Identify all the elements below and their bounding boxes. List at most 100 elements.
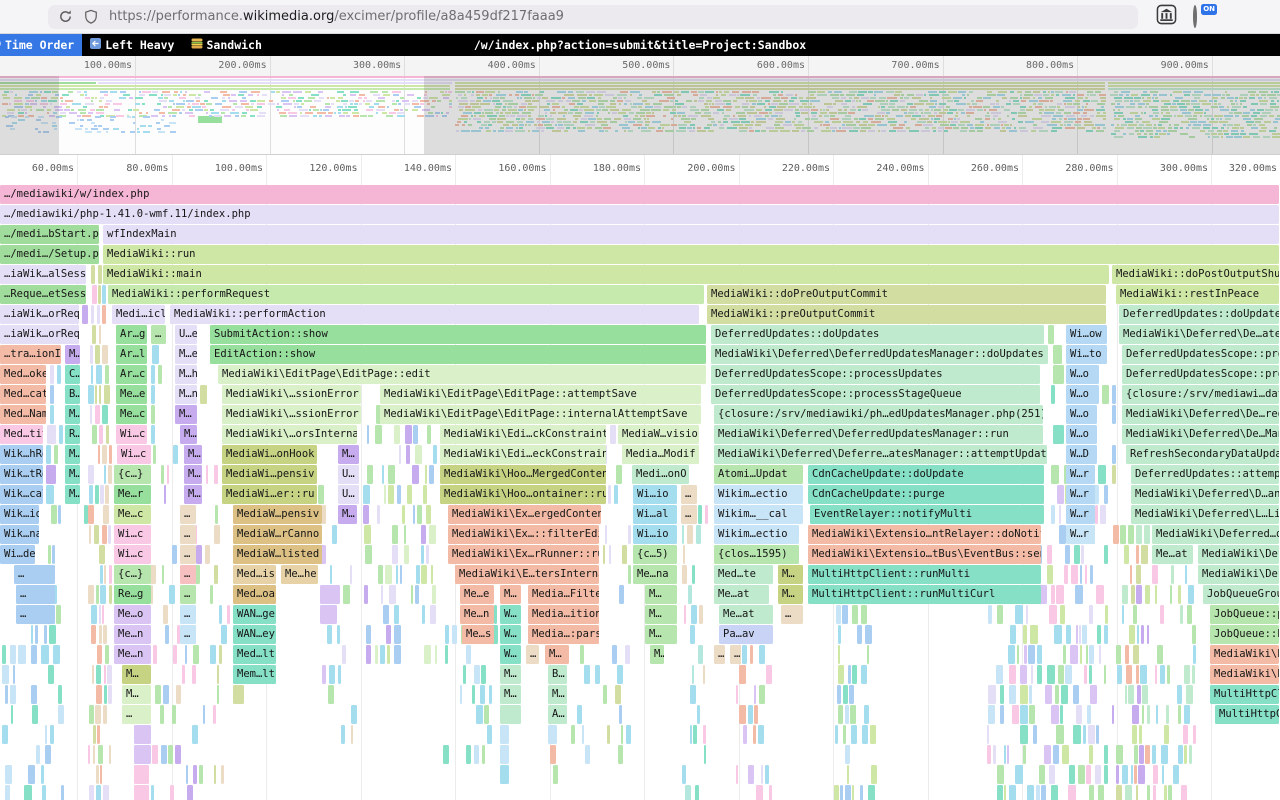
frame-block[interactable]: Med…is — [233, 565, 276, 584]
frame-block[interactable] — [1061, 685, 1068, 704]
frame-block[interactable] — [91, 305, 94, 324]
frame-block[interactable]: M… — [500, 685, 521, 704]
frame-block[interactable] — [1020, 725, 1028, 744]
frame-block[interactable] — [422, 605, 425, 624]
frame-block[interactable]: Med…Nam — [0, 405, 46, 424]
frame-block[interactable] — [1164, 785, 1167, 800]
frame-block[interactable] — [59, 425, 63, 444]
frame-block[interactable]: M… — [500, 585, 521, 604]
frame-block[interactable] — [1184, 705, 1190, 724]
frame-block[interactable]: MediaW…pensiv — [233, 505, 322, 524]
frame-block[interactable] — [1074, 545, 1080, 564]
frame-block[interactable] — [42, 785, 46, 800]
frame-block[interactable] — [1053, 425, 1064, 444]
frame-block[interactable] — [993, 745, 996, 764]
frame-block[interactable]: W…r — [1066, 465, 1095, 484]
frame-block[interactable] — [427, 425, 431, 444]
frame-block[interactable] — [1089, 785, 1094, 800]
frame-block[interactable] — [1116, 765, 1119, 784]
frame-block[interactable]: MediaW…visio — [618, 425, 699, 444]
frame-block[interactable]: M… — [65, 405, 80, 424]
frame-block[interactable] — [95, 485, 99, 504]
frame-block[interactable]: Pa…av — [719, 625, 773, 644]
frame-block[interactable]: MediaWiki\…ssionError — [222, 385, 361, 404]
frame-block[interactable]: … — [714, 645, 725, 664]
frame-block[interactable] — [36, 745, 40, 764]
frame-block[interactable] — [605, 525, 607, 544]
frame-block[interactable] — [988, 705, 995, 724]
frame-block[interactable] — [1056, 725, 1064, 744]
frame-block[interactable] — [704, 745, 706, 764]
frame-block[interactable] — [320, 605, 337, 624]
frame-block[interactable] — [1020, 685, 1028, 704]
frame-block[interactable] — [103, 705, 107, 724]
frame-block[interactable] — [1051, 505, 1055, 524]
frame-block[interactable]: Atomi…Updat — [714, 465, 803, 484]
frame-block[interactable]: M… — [184, 485, 202, 504]
frame-block[interactable] — [108, 525, 111, 544]
frame-block[interactable]: Wikim…ectio — [714, 525, 799, 544]
frame-block[interactable] — [1138, 765, 1145, 784]
frame-block[interactable] — [2, 665, 9, 684]
frame-block[interactable]: …iaWik…orReques — [0, 325, 79, 344]
frame-block[interactable] — [1136, 565, 1141, 584]
frame-block[interactable] — [1141, 545, 1148, 564]
frame-block[interactable] — [1082, 625, 1087, 644]
frame-block[interactable] — [595, 665, 600, 684]
frame-block[interactable]: Wikim…ectio — [714, 485, 803, 504]
frame-block[interactable] — [351, 725, 353, 744]
frame-block[interactable] — [466, 745, 471, 764]
frame-block[interactable] — [102, 305, 106, 324]
frame-block[interactable] — [1156, 705, 1158, 724]
frame-block[interactable] — [1129, 625, 1135, 644]
frame-block[interactable] — [217, 665, 219, 684]
frame-block[interactable] — [90, 405, 92, 424]
frame-block[interactable] — [98, 265, 102, 284]
frame-block[interactable] — [227, 605, 230, 624]
frame-block[interactable]: Me…s — [462, 625, 494, 644]
frame-block[interactable] — [1090, 685, 1097, 704]
frame-block[interactable] — [1078, 765, 1085, 784]
frame-block[interactable] — [1166, 705, 1169, 724]
frame-block[interactable] — [429, 525, 436, 544]
frame-block[interactable] — [1036, 785, 1040, 800]
frame-block[interactable] — [432, 585, 436, 604]
frame-block[interactable] — [612, 645, 617, 664]
frame-block[interactable] — [1153, 765, 1158, 784]
frame-block[interactable] — [481, 665, 486, 684]
frame-block[interactable] — [1033, 725, 1037, 744]
frame-block[interactable] — [1089, 665, 1092, 684]
frame-block[interactable] — [1133, 645, 1139, 664]
frame-block[interactable] — [1186, 685, 1193, 704]
frame-block[interactable] — [176, 685, 181, 704]
frame-block[interactable] — [95, 345, 100, 364]
frame-block[interactable] — [99, 605, 101, 624]
frame-block[interactable] — [151, 385, 155, 404]
frame-block[interactable] — [445, 645, 448, 664]
frame-block[interactable] — [1053, 745, 1059, 764]
frame-block[interactable] — [705, 505, 708, 524]
frame-block[interactable] — [769, 785, 772, 800]
frame-block[interactable] — [152, 745, 158, 764]
frame-block[interactable]: Mem…lt — [233, 665, 276, 684]
frame-block[interactable] — [413, 505, 415, 524]
frame-block[interactable]: … — [180, 625, 196, 644]
frame-block[interactable] — [997, 765, 1004, 784]
frame-block[interactable] — [153, 445, 156, 464]
frame-block[interactable]: Me…na — [633, 565, 677, 584]
frame-block[interactable] — [500, 765, 509, 784]
frame-block[interactable] — [852, 665, 857, 684]
frame-block[interactable]: MediaWiki\Deferred\Deferre…atesManager::… — [714, 445, 1047, 464]
frame-block[interactable]: MediaWiki\Ex…::filterEdi — [448, 525, 599, 544]
frame-block[interactable] — [106, 425, 109, 444]
frame-block[interactable] — [13, 665, 15, 684]
frame-block[interactable] — [1131, 765, 1133, 784]
frame-block[interactable] — [1142, 705, 1144, 724]
frame-block[interactable] — [1029, 705, 1035, 724]
frame-block[interactable]: Ar…c — [116, 365, 147, 384]
frame-block[interactable]: JobQueueGrou — [1203, 585, 1279, 604]
frame-block[interactable] — [186, 765, 188, 784]
frame-block[interactable]: M… — [122, 685, 151, 704]
frame-block[interactable] — [429, 465, 434, 484]
frame-block[interactable] — [351, 705, 357, 724]
